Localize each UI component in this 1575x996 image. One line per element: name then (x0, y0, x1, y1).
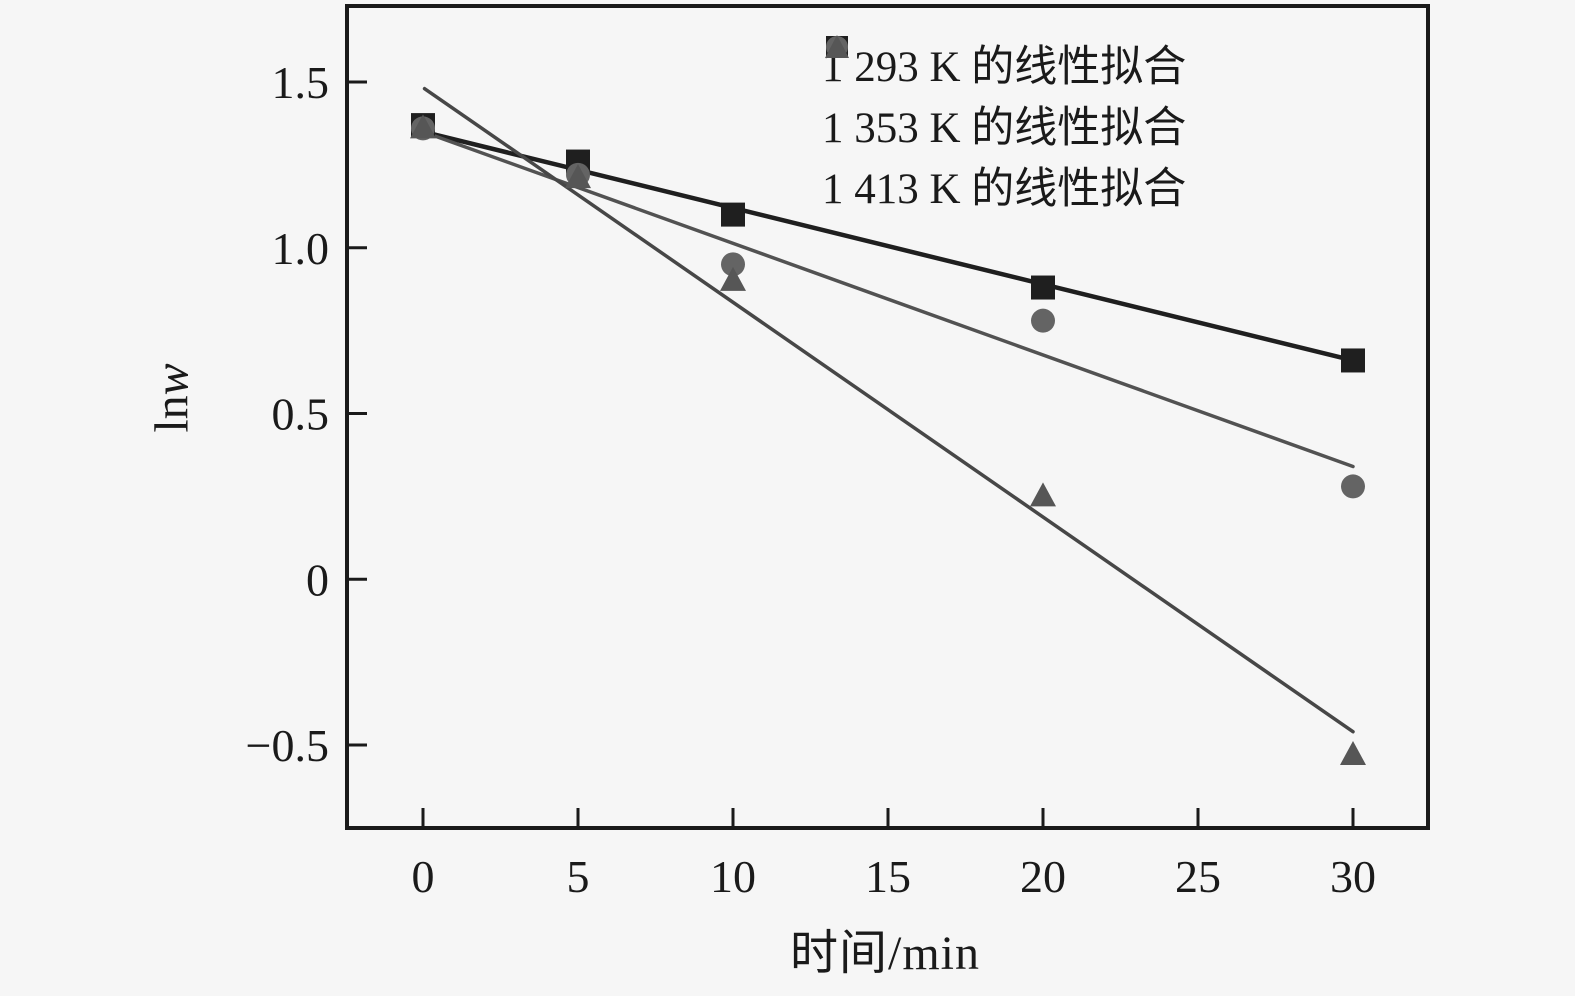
y-axis-title: lnw (145, 363, 200, 432)
legend-item: 1 353 K 的线性拟合 (822, 36, 1187, 154)
legend-label: 1 353 K 的线性拟合 (822, 104, 1187, 152)
x-tick-label: 15 (865, 851, 911, 902)
data-point-series-2 (1341, 474, 1365, 499)
legend-item: 1 293 K 的线性拟合 (822, 32, 1186, 93)
legend-label: 1 293 K 的线性拟合 (822, 43, 1187, 91)
data-point-series-3 (565, 164, 591, 189)
y-tick-label: 1.0 (272, 223, 330, 274)
x-tick-label: 5 (567, 851, 590, 902)
data-point-series-1 (721, 202, 745, 227)
fit-line-series-3 (422, 86, 1355, 734)
data-point-series-3 (720, 266, 746, 291)
y-tick-label: −0.5 (246, 720, 329, 771)
data-point-series-3 (1340, 740, 1366, 765)
triangle-marker-icon (825, 35, 849, 58)
legend-label: 1 413 K 的线性拟合 (822, 165, 1187, 213)
x-tick-label: 25 (1175, 851, 1221, 902)
data-point-series-3 (410, 114, 436, 139)
triangle-marker-shape (825, 35, 849, 58)
y-axis-title-variable: w (145, 363, 199, 396)
x-tick-label: 10 (710, 851, 756, 902)
data-point-series-2 (1031, 308, 1055, 333)
legend-item: 1 413 K 的线性拟合 (822, 35, 1187, 215)
x-axis-title: 时间/min (789, 927, 981, 980)
data-point-series-3 (1030, 482, 1056, 507)
data-point-series-2 (721, 252, 745, 277)
y-tick-label: 0.5 (272, 389, 330, 440)
plot-frame (345, 4, 1430, 830)
y-tick-label: 1.5 (272, 57, 330, 108)
x-tick-label: 20 (1020, 851, 1066, 902)
data-point-series-1 (1031, 275, 1055, 300)
y-tick-label: 0 (306, 554, 329, 605)
x-tick-label: 30 (1330, 851, 1376, 902)
y-axis-title-prefix: ln (145, 395, 199, 433)
legend: 1 293 K 的线性拟合 1 353 K 的线性拟合 1 413 K 的线性拟合 (822, 32, 1186, 215)
x-tick-label: 0 (412, 851, 435, 902)
data-point-series-1 (1341, 348, 1365, 373)
